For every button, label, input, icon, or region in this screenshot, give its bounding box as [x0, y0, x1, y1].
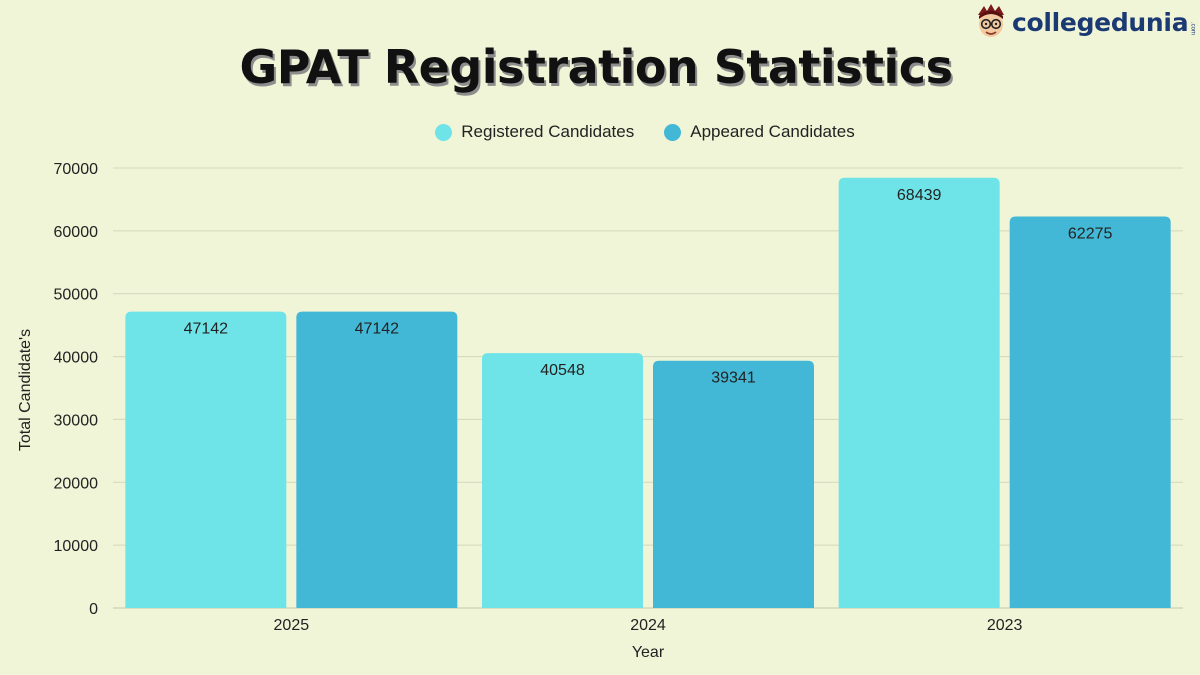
data-label: 62275 — [1068, 226, 1113, 243]
y-tick-label: 70000 — [54, 161, 99, 178]
bar — [653, 360, 814, 608]
chart-legend: Registered Candidates Appeared Candidate… — [0, 122, 1200, 142]
gridlines — [113, 167, 1183, 609]
bar — [838, 177, 1000, 608]
y-tick-label: 0 — [89, 601, 98, 618]
legend-swatch-appeared — [664, 123, 682, 141]
bar — [125, 311, 287, 608]
data-label: 68439 — [897, 187, 942, 204]
x-tick-label: 2024 — [630, 617, 666, 634]
legend-swatch-registered — [435, 123, 453, 141]
bars — [125, 177, 1171, 609]
x-tick-label: 2025 — [274, 617, 310, 634]
x-tick-label: 2023 — [987, 617, 1023, 634]
y-axis-title: Total Candidate's — [17, 329, 34, 451]
legend-label-appeared: Appeared Candidates — [690, 122, 855, 141]
y-tick-label: 40000 — [54, 350, 99, 367]
data-label: 47142 — [355, 321, 400, 338]
logo-text: collegedunia — [1012, 7, 1189, 37]
bar — [296, 311, 458, 608]
y-tick-label: 30000 — [54, 412, 99, 429]
x-axis-title: Year — [632, 644, 665, 661]
y-tick-label: 60000 — [54, 224, 99, 241]
bar — [482, 353, 643, 608]
legend-item-appeared: Appeared Candidates — [664, 122, 855, 142]
chart-title: GPAT Registration Statistics — [239, 40, 953, 94]
data-label: 40548 — [540, 362, 585, 379]
y-tick-label: 10000 — [54, 538, 99, 555]
y-tick-label: 20000 — [54, 475, 99, 492]
legend-label-registered: Registered Candidates — [461, 122, 635, 141]
labels: 0 10000 20000 30000 40000 50000 60000 70000 4714… — [54, 161, 1113, 634]
y-tick-label: 50000 — [54, 287, 99, 304]
data-label: 39341 — [711, 370, 756, 387]
collegedunia-logo[interactable]: collegedunia .com — [974, 2, 1195, 42]
mascot-icon — [978, 4, 1004, 37]
logo-suffix: .com — [1189, 22, 1196, 36]
bar — [1009, 216, 1171, 609]
legend-item-registered: Registered Candidates — [435, 122, 634, 142]
data-label: 47142 — [184, 321, 229, 338]
